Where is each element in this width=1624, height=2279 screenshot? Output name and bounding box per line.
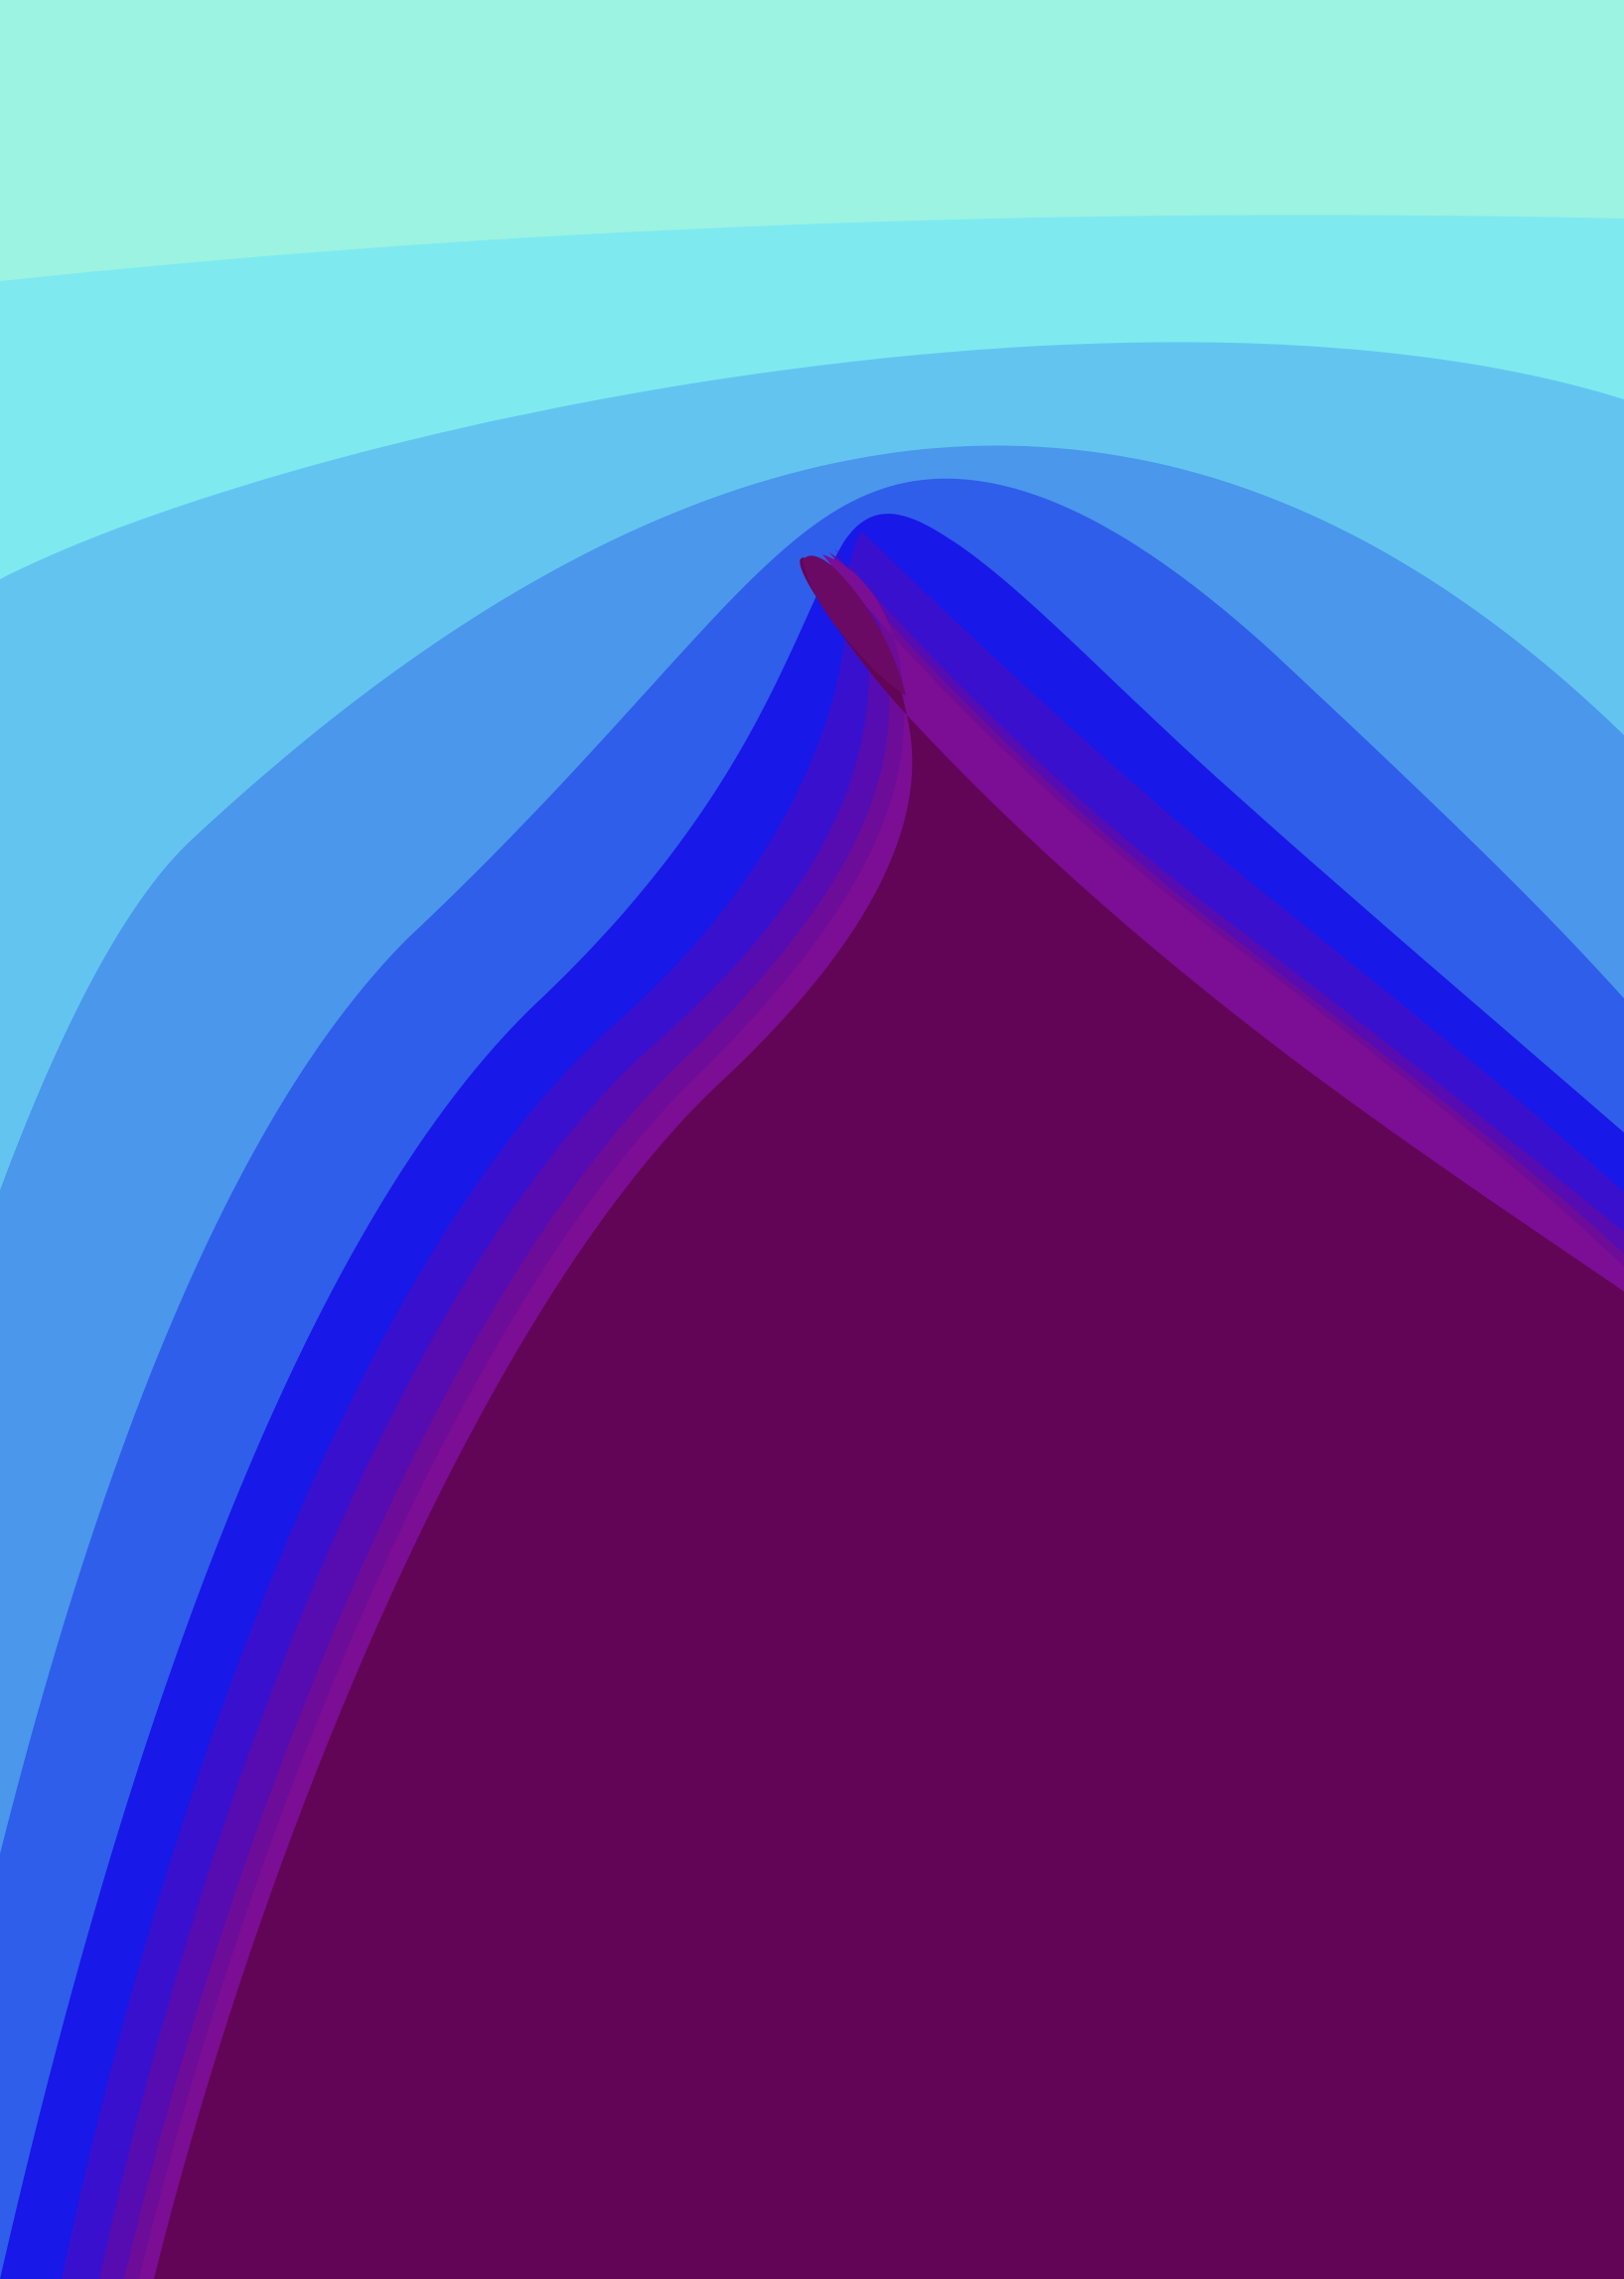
peak-ridge-shape: [803, 555, 906, 695]
layer-11-shape: [154, 557, 1624, 2279]
